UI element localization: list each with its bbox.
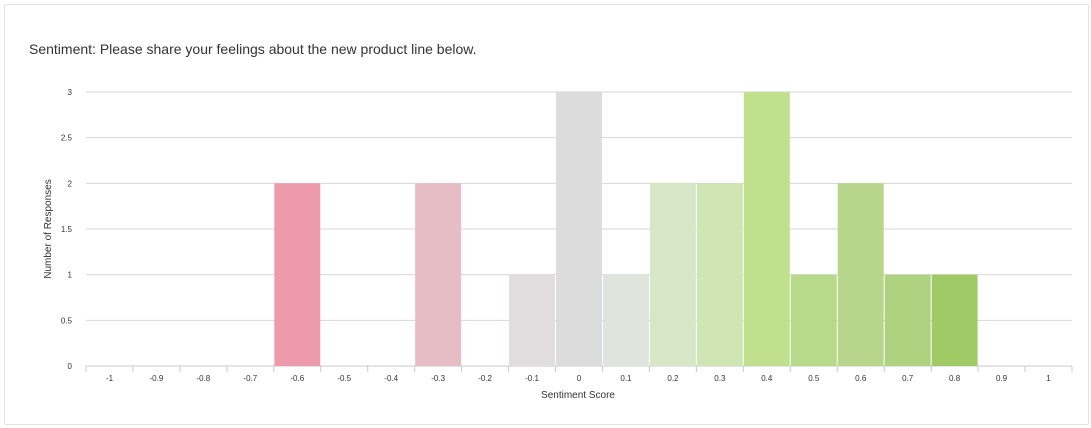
bar bbox=[602, 274, 649, 366]
x-tick-label: -1 bbox=[106, 374, 114, 383]
x-tick-label: 0.7 bbox=[902, 374, 914, 383]
y-tick-label: 2.5 bbox=[61, 134, 73, 143]
y-tick-label: 1.5 bbox=[61, 225, 73, 234]
bar bbox=[931, 274, 978, 366]
y-tick-label: 3 bbox=[68, 88, 73, 97]
bar bbox=[790, 274, 837, 366]
bar bbox=[556, 92, 602, 366]
x-tick-label: -0.2 bbox=[478, 374, 492, 383]
x-tick-label: 1 bbox=[1046, 374, 1051, 383]
y-tick-label: 2 bbox=[68, 179, 73, 188]
bar bbox=[274, 183, 321, 366]
y-tick-label: 1 bbox=[68, 271, 73, 280]
x-tick-label: -0.6 bbox=[290, 374, 304, 383]
y-tick-label: 0.5 bbox=[61, 316, 73, 325]
x-tick-label: 0.4 bbox=[761, 374, 773, 383]
x-tick-label: 0.5 bbox=[808, 374, 820, 383]
x-tick-label: -0.9 bbox=[150, 374, 164, 383]
x-tick-label: 0.2 bbox=[667, 374, 679, 383]
chart-title: Sentiment: Please share your feelings ab… bbox=[29, 41, 477, 57]
x-axis-label: Sentiment Score bbox=[541, 390, 615, 401]
x-axis: -1 -0.9 -0.8 -0.7 -0.6 -0.5 -0.4 -0.3 -0.2 -0.1 0 0… bbox=[85, 366, 1073, 383]
x-tick-label: -0.7 bbox=[243, 374, 257, 383]
x-tick-label: 0.8 bbox=[949, 374, 961, 383]
x-tick-label: 0.9 bbox=[996, 374, 1008, 383]
bar bbox=[696, 183, 743, 366]
x-tick-label: 0 bbox=[577, 374, 582, 383]
y-axis: 0 0.5 1 1.5 2 2.5 3 bbox=[61, 88, 73, 371]
x-tick-label: -0.5 bbox=[337, 374, 351, 383]
bar bbox=[884, 274, 931, 366]
bars bbox=[274, 92, 978, 366]
x-tick-label: 0.3 bbox=[714, 374, 726, 383]
x-tick-label: 0.1 bbox=[620, 374, 632, 383]
x-tick-label: -0.3 bbox=[431, 374, 445, 383]
bar bbox=[649, 183, 696, 366]
x-tick-label: -0.4 bbox=[384, 374, 398, 383]
x-tick-label: -0.8 bbox=[196, 374, 210, 383]
x-tick-label: -0.1 bbox=[525, 374, 539, 383]
bar bbox=[837, 183, 884, 366]
y-tick-label: 0 bbox=[68, 362, 73, 371]
y-axis-label: Number of Responses bbox=[43, 179, 54, 279]
x-tick-label: 0.6 bbox=[855, 374, 867, 383]
bar bbox=[743, 92, 790, 366]
bar bbox=[509, 274, 556, 366]
bar bbox=[415, 183, 462, 366]
